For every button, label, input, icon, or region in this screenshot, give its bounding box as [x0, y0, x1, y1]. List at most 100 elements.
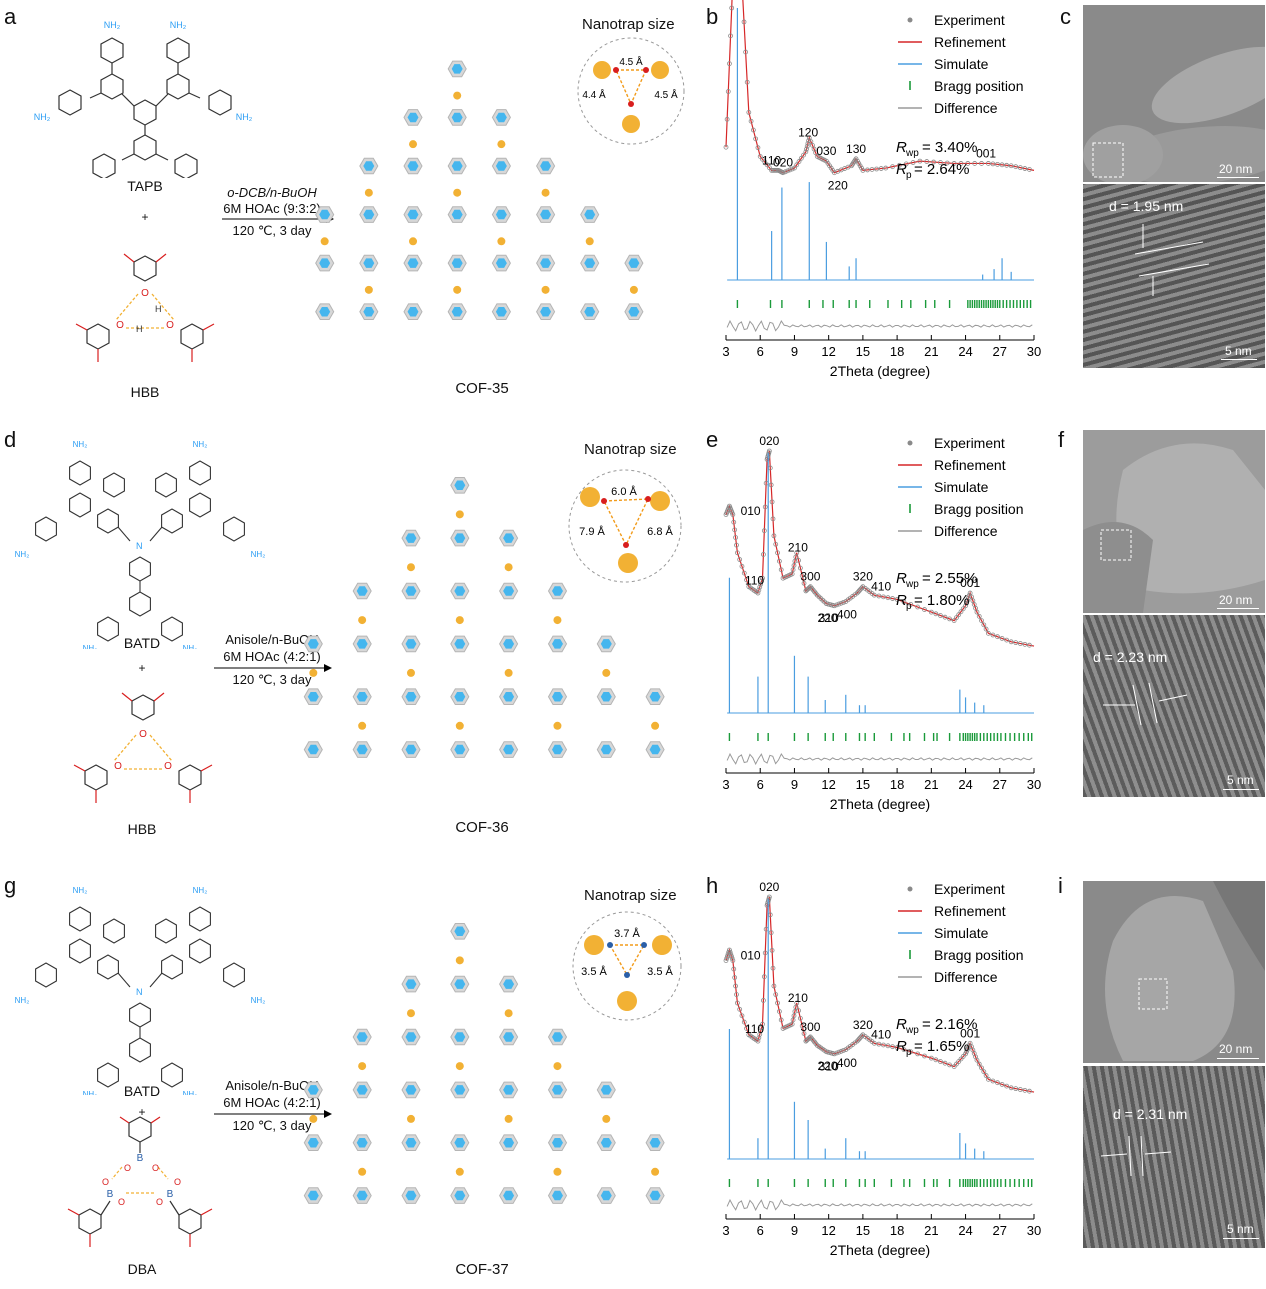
- experiment-point: [790, 567, 796, 573]
- experiment-point: [876, 1041, 882, 1047]
- svg-text:O: O: [124, 1163, 131, 1173]
- experiment-point: [727, 947, 732, 953]
- experiment-point: [776, 1009, 782, 1014]
- experiment-point: [981, 1069, 987, 1075]
- difference-line: [726, 752, 1033, 766]
- experiment-point: [942, 1060, 948, 1066]
- experiment-point: [951, 618, 957, 624]
- experiment-point: [728, 33, 733, 39]
- experiment-point: [965, 161, 971, 166]
- experiment-point: [794, 550, 800, 556]
- legend-entry: Refinement: [934, 457, 1006, 473]
- svg-text:R: R: [896, 139, 907, 156]
- experiment-point: [804, 146, 809, 152]
- rwp-value: = 3.40%: [922, 139, 977, 156]
- experiment-point: [995, 1080, 1000, 1086]
- reaction-condition-2: 6M HOAc (9:3:2): [223, 201, 321, 216]
- tick-label: 6: [757, 1223, 764, 1238]
- peak-label: 001: [960, 576, 980, 590]
- reaction-condition-1: Anisole/n-BuOH: [225, 632, 319, 647]
- panel-label-g: g: [4, 873, 17, 898]
- rp-value: = 1.65%: [914, 1038, 969, 1055]
- batd-structure: N NH₂ NH₂ NH₂ NH₂ NH₂ NH₂: [15, 440, 266, 649]
- hbb-structure: O O O: [73, 692, 213, 803]
- experiment-point: [771, 983, 777, 989]
- experiment-point: [964, 600, 969, 606]
- svg-text:3.5 Å: 3.5 Å: [581, 965, 607, 978]
- experiment-point: [883, 165, 889, 171]
- experiment-point: [803, 149, 809, 155]
- experiment-point: [757, 154, 763, 159]
- experiment-point: [771, 533, 777, 539]
- experiment-point: [728, 951, 734, 957]
- svg-text:O: O: [152, 1163, 159, 1173]
- d-spacing-label: d = 2.23 nm: [1093, 649, 1168, 665]
- experiment-point: [785, 168, 790, 174]
- experiment-point: [735, 1000, 740, 1006]
- experiment-point: [760, 156, 765, 162]
- svg-text:NH₂: NH₂: [183, 1090, 198, 1095]
- peak-label: 130: [846, 142, 866, 156]
- tick-label: 12: [821, 344, 835, 359]
- experiment-point: [985, 161, 991, 166]
- experiment-point: [794, 1000, 800, 1006]
- experiment-point: [1027, 1088, 1032, 1094]
- experiment-point: [770, 965, 776, 971]
- experiment-point: [954, 615, 959, 621]
- experiment-point: [1022, 1087, 1028, 1093]
- d-spacing-arrows: [1100, 1135, 1172, 1177]
- experiment-point: [739, 1013, 745, 1019]
- experiment-point: [856, 161, 862, 166]
- svg-text:NH₂: NH₂: [15, 550, 30, 559]
- tick-label: 12: [821, 1223, 835, 1238]
- tick-label: 9: [791, 344, 798, 359]
- experiment-point: [770, 516, 776, 522]
- experiment-point: [1027, 642, 1032, 648]
- experiment-point: [1008, 163, 1014, 169]
- tick-label: 3: [722, 1223, 729, 1238]
- experiment-point: [757, 584, 763, 590]
- nanotrap-inset: 6.0 Å 7.9 Å 6.8 Å: [568, 469, 682, 583]
- tick-label: 18: [890, 344, 904, 359]
- peak-label: 110: [745, 574, 764, 588]
- experiment-point: [838, 1048, 844, 1054]
- experiment-point: [859, 585, 865, 591]
- experiment-point: [894, 596, 900, 602]
- svg-text:NH₂: NH₂: [73, 886, 88, 895]
- experiment-point: [865, 167, 870, 173]
- tem-scale-bottom: 5 nm: [1227, 1222, 1254, 1236]
- svg-text:p: p: [906, 1047, 912, 1058]
- experiment-point: [1013, 640, 1019, 646]
- tick-label: 9: [791, 1223, 798, 1238]
- experiment-point: [775, 1000, 780, 1006]
- svg-text:H: H: [136, 324, 143, 334]
- experiment-point: [807, 585, 812, 590]
- amine-name: BATD: [123, 635, 161, 651]
- panel-label-d: d: [4, 427, 17, 452]
- svg-text:NH₂: NH₂: [104, 20, 121, 30]
- experiment-point: [958, 161, 964, 166]
- experiment-point: [890, 596, 895, 601]
- experiment-point: [933, 611, 939, 617]
- nanotrap-title: Nanotrap size: [584, 441, 677, 458]
- svg-text:O: O: [141, 288, 149, 299]
- experiment-point: [1017, 1087, 1023, 1092]
- experiment-point: [807, 1035, 812, 1041]
- tick-label: 21: [924, 1223, 938, 1238]
- experiment-point: [836, 1049, 842, 1055]
- experiment-point: [796, 1008, 801, 1014]
- experiment-point: [796, 557, 801, 563]
- plus-sign: +: [138, 1105, 146, 1119]
- legend-entry: Difference: [934, 523, 998, 539]
- svg-text:O: O: [139, 729, 147, 740]
- peak-label: 410: [871, 1028, 891, 1042]
- experiment-point: [758, 581, 764, 587]
- experiment-point: [799, 1023, 805, 1029]
- tick-label: 15: [856, 1223, 870, 1238]
- experiment-point: [761, 974, 767, 980]
- svg-text:7.9 Å: 7.9 Å: [579, 525, 605, 538]
- experiment-point: [878, 166, 884, 171]
- tem-image-hi-res: d = 2.23 nm 5 nm: [1083, 615, 1265, 797]
